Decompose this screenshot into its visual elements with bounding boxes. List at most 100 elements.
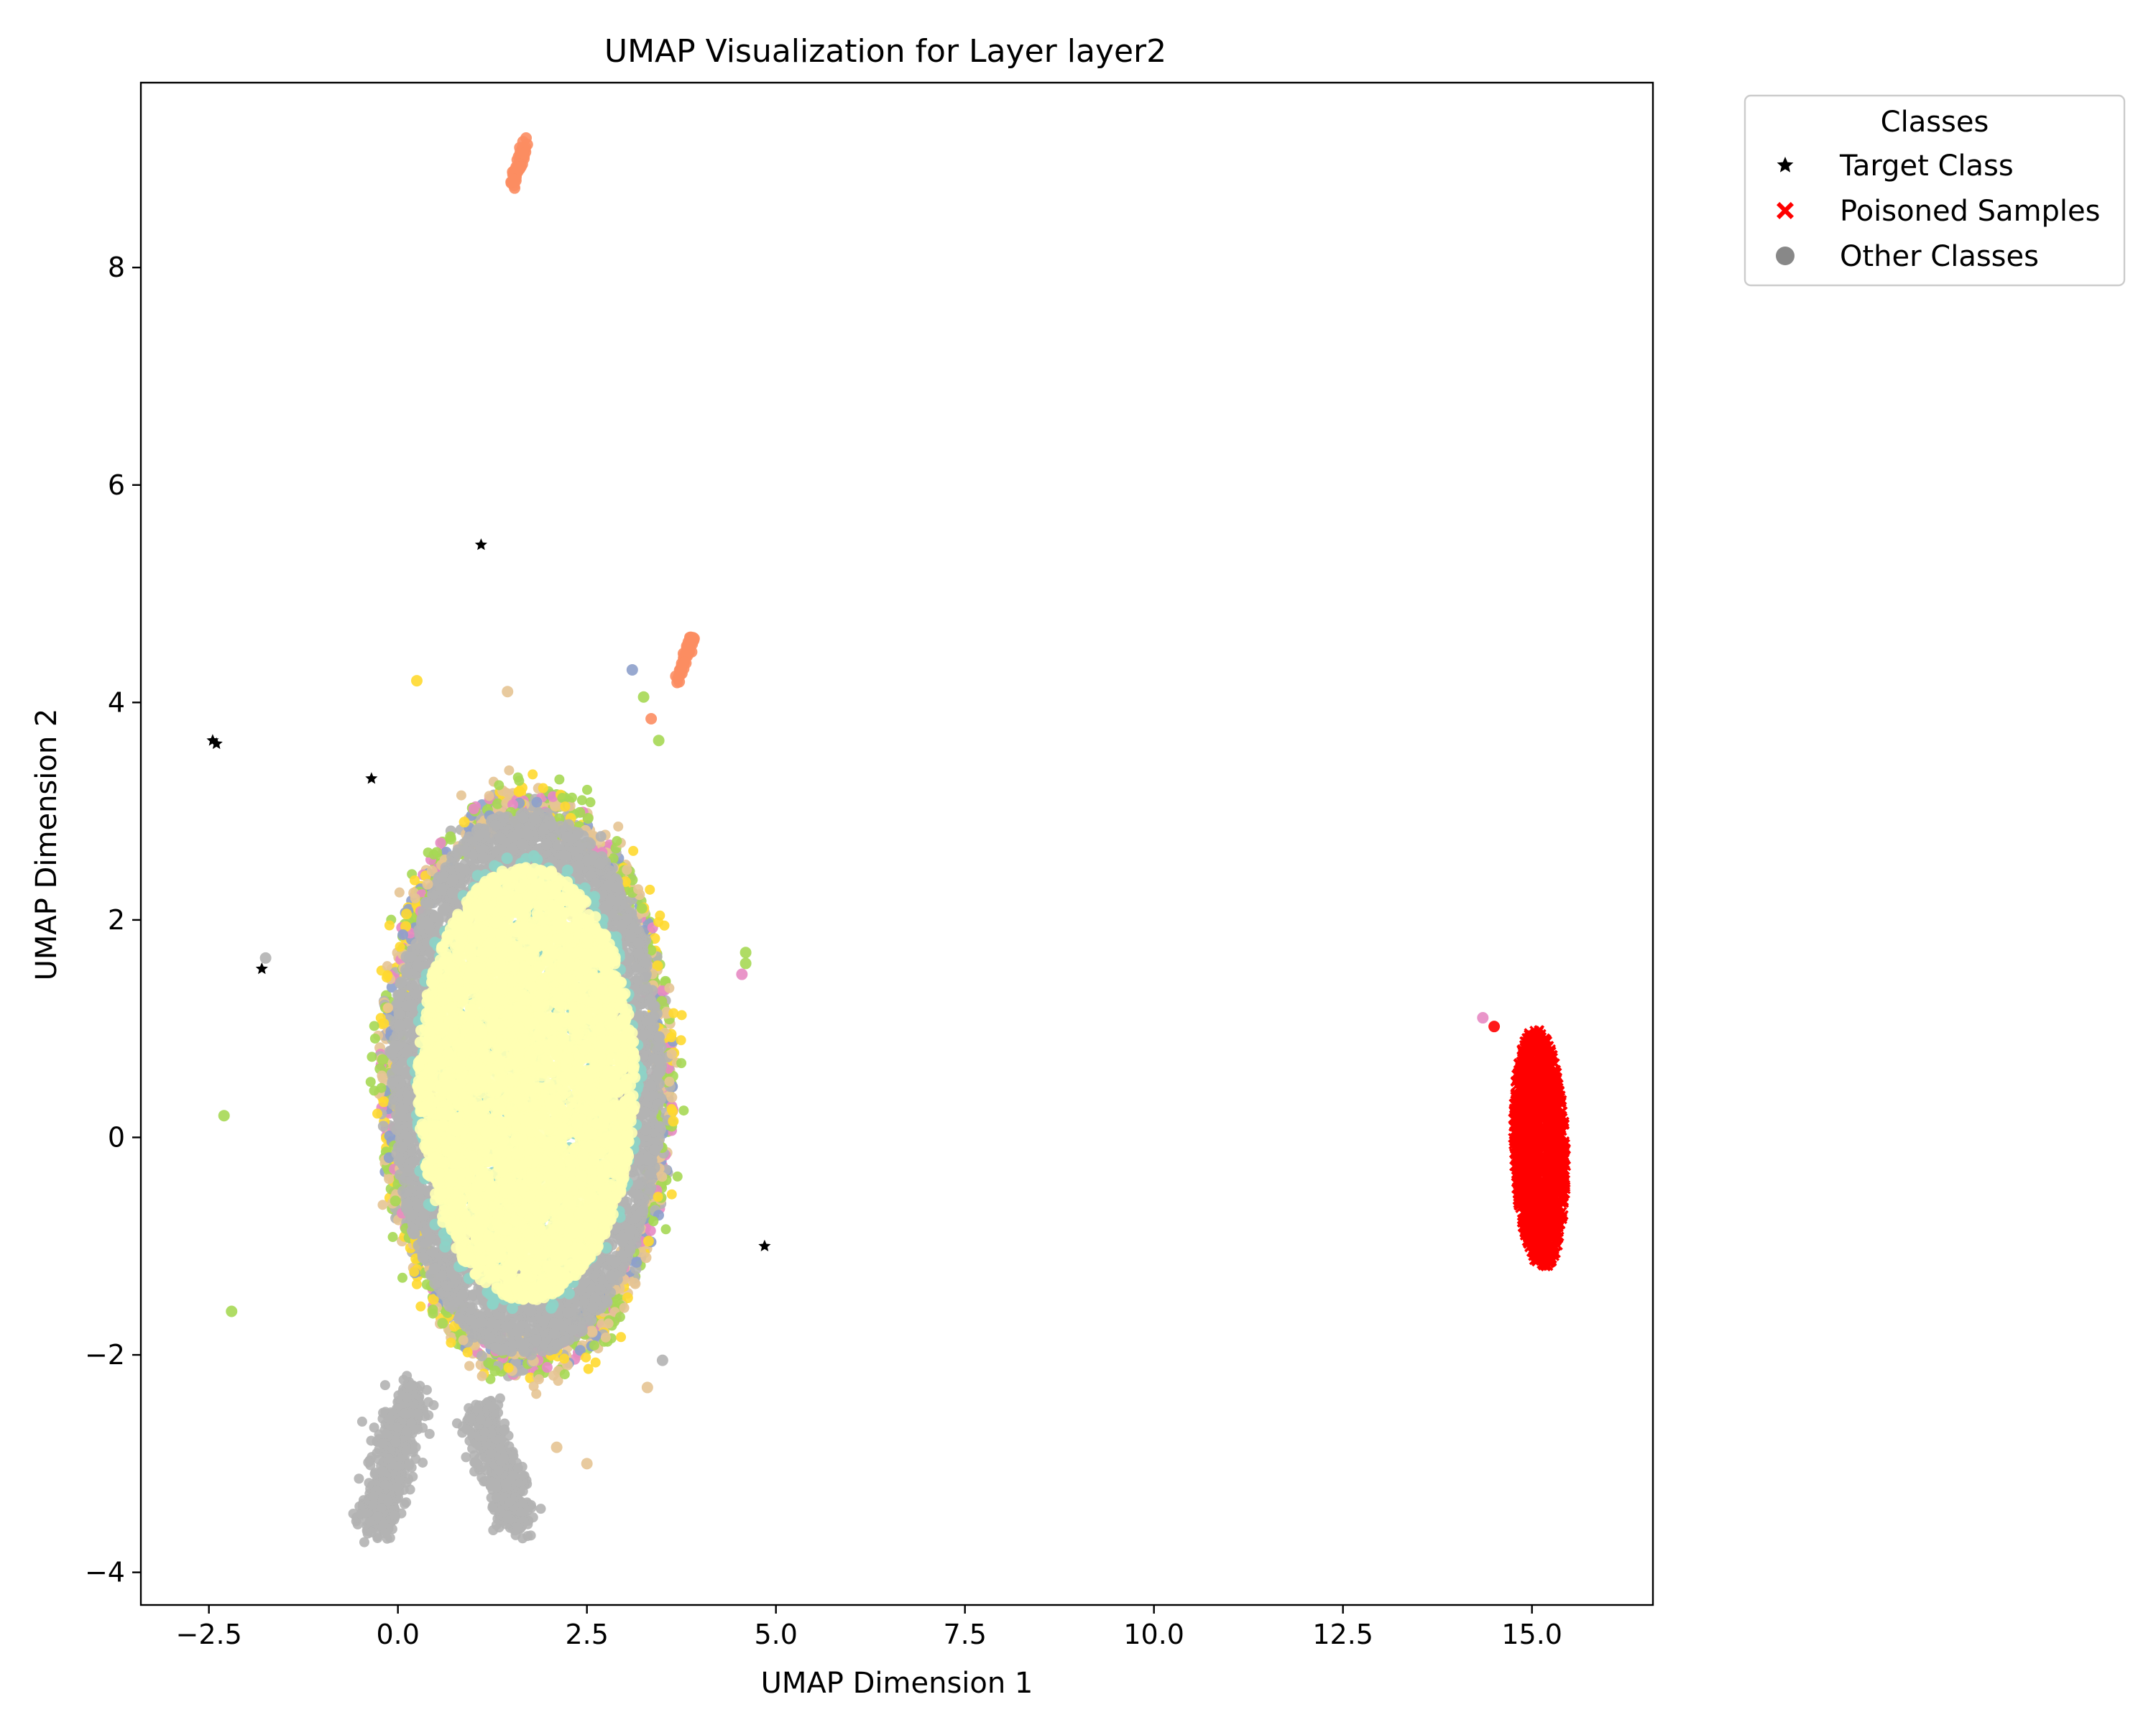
cluster-edge-point — [476, 1351, 487, 1362]
tail-point — [354, 1501, 365, 1512]
tail-point — [390, 1510, 400, 1521]
tail-point — [364, 1478, 374, 1489]
chart-title: UMAP Visualization for Layer layer2 — [604, 33, 1166, 70]
tail-point — [491, 1492, 502, 1503]
tail-point — [471, 1458, 482, 1468]
tail-point — [495, 1457, 506, 1468]
tail-point — [379, 1380, 390, 1391]
cluster-point — [417, 1251, 429, 1264]
cluster-edge-point — [531, 796, 543, 808]
tail-point — [512, 1522, 523, 1533]
tail-point — [502, 1513, 513, 1524]
tail-point — [486, 1448, 497, 1459]
cluster-edge-point — [390, 1195, 401, 1207]
tail-point — [392, 1422, 402, 1432]
tail-point — [475, 1414, 486, 1425]
tail-point — [504, 1497, 515, 1508]
cluster-edge-point — [437, 1317, 448, 1329]
tail-point — [408, 1399, 419, 1409]
tail-point — [508, 1450, 519, 1461]
tail-point — [369, 1422, 379, 1433]
cluster-point — [515, 1337, 527, 1349]
tail-point — [487, 1502, 498, 1513]
tail-point — [374, 1454, 384, 1465]
tail-point — [406, 1417, 417, 1428]
tail-point — [359, 1508, 370, 1519]
tail-point — [354, 1473, 364, 1484]
tail-point — [486, 1428, 497, 1439]
cluster-point — [572, 827, 584, 839]
cluster-edge-point — [397, 929, 409, 941]
tail-point — [491, 1482, 502, 1493]
tail-point — [390, 1437, 401, 1448]
cluster-point — [653, 1031, 665, 1044]
tail-point — [363, 1457, 374, 1468]
tail-point — [494, 1393, 505, 1404]
tail-point — [522, 1531, 533, 1542]
tail-point — [392, 1461, 402, 1472]
tail-point — [415, 1381, 425, 1392]
cluster-edge-point — [541, 1361, 553, 1373]
tail-point — [384, 1414, 395, 1425]
tail-point — [410, 1442, 421, 1453]
tail-point — [366, 1527, 377, 1537]
tail-point — [368, 1491, 379, 1502]
cluster-edge-point — [377, 1054, 388, 1065]
cluster-edge-point — [468, 803, 479, 814]
cluster-edge-point — [636, 903, 648, 914]
tail-point — [401, 1445, 412, 1456]
tail-point — [535, 1504, 546, 1514]
tail-point — [412, 1408, 423, 1419]
tail-point — [392, 1482, 402, 1493]
tail-point — [400, 1408, 410, 1419]
tail-point — [461, 1452, 471, 1463]
tail-point — [364, 1516, 375, 1527]
tail-point — [517, 1486, 528, 1496]
tail-point — [383, 1496, 394, 1506]
tail-point — [404, 1458, 415, 1469]
tail-point — [379, 1519, 390, 1530]
cluster-edge-point — [666, 1092, 678, 1103]
tail-point — [424, 1429, 435, 1440]
cluster-point — [585, 1314, 597, 1326]
tail-point — [379, 1480, 390, 1491]
tail-point — [487, 1401, 497, 1412]
cluster-edge-point — [550, 800, 561, 811]
cluster-edge-point — [445, 831, 456, 842]
cluster-edge-point — [459, 816, 470, 828]
cluster-edge-point — [642, 1236, 654, 1247]
cluster-edge-point — [631, 1256, 642, 1268]
tail-point — [476, 1472, 487, 1483]
tail-point — [380, 1528, 391, 1539]
cluster-edge-point — [401, 908, 413, 920]
tail-point — [402, 1392, 413, 1403]
tail-point — [401, 1426, 412, 1437]
tail-point — [423, 1397, 433, 1407]
cluster-edge-point — [582, 813, 594, 824]
data-points — [206, 132, 1572, 1547]
tail-point — [418, 1457, 428, 1468]
tail-point — [372, 1511, 383, 1522]
tail-point — [394, 1474, 405, 1485]
tail-point — [377, 1438, 387, 1449]
cluster-edge-point — [668, 1116, 679, 1127]
tail-point — [378, 1407, 389, 1418]
tail-point — [517, 1470, 528, 1481]
tail-point — [500, 1478, 511, 1489]
cluster-edge-point — [378, 1096, 390, 1108]
cluster-edge-point — [422, 878, 433, 890]
tail-point — [466, 1413, 476, 1424]
tail-point — [399, 1499, 410, 1509]
tail-point — [376, 1503, 387, 1514]
cluster-edge-point — [645, 1225, 656, 1236]
cluster-edge-point — [595, 831, 607, 842]
tail-point — [420, 1411, 430, 1422]
cluster-point — [393, 989, 405, 1001]
cluster-edge-point — [640, 1252, 652, 1264]
tail-point — [413, 1424, 423, 1435]
tail-point — [377, 1466, 387, 1476]
tail-point — [398, 1374, 409, 1385]
tail-point — [381, 1428, 392, 1439]
